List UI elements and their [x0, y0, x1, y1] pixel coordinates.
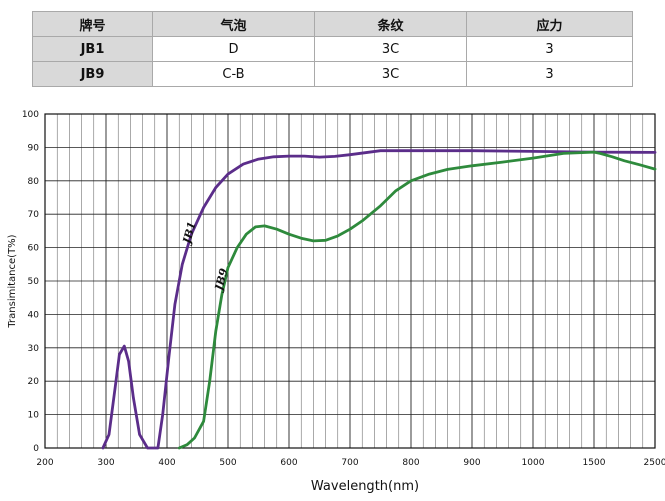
cell-grade: JB9 [32, 61, 153, 87]
x-axis-label: Wavelength(nm) [311, 479, 419, 494]
table-header-row: 牌号 气泡 条纹 应力 [32, 11, 633, 37]
table-row: JB9 C-B 3C 3 [32, 61, 633, 87]
y-tick-label: 80 [28, 177, 40, 187]
y-tick-label: 100 [22, 110, 39, 120]
y-axis-ticks: 0 10 20 30 40 50 60 70 80 90 100 [22, 110, 39, 454]
spec-table: 牌号 气泡 条纹 应力 JB1 D 3C 3 JB9 C-B 3C 3 [32, 11, 633, 87]
x-tick-label: 200 [36, 458, 53, 468]
x-tick-label: 900 [463, 458, 480, 468]
x-tick-label: 300 [97, 458, 114, 468]
y-axis-label: Transimitance(T%) [7, 234, 18, 328]
transmittance-chart: 0 10 20 30 40 50 60 70 80 90 100 200 300 400 500 600 70… [7, 110, 665, 494]
y-tick-label: 10 [28, 411, 40, 421]
header-stress: 应力 [466, 11, 633, 37]
x-tick-label: 2500 [644, 458, 665, 468]
x-axis-ticks: 200 300 400 500 600 700 800 900 1000 1500 2500 [36, 458, 665, 468]
series-label-jb1: JB1 [180, 220, 199, 247]
cell-striae: 3C [314, 61, 467, 87]
x-tick-label: 700 [341, 458, 358, 468]
y-tick-label: 60 [28, 244, 40, 254]
series-line-jb1 [101, 149, 657, 450]
cell-striae: 3C [314, 36, 467, 62]
y-tick-label: 20 [28, 377, 40, 387]
cell-stress: 3 [466, 61, 633, 87]
header-striae: 条纹 [314, 11, 467, 37]
y-tick-label: 0 [33, 444, 39, 454]
table-row: JB1 D 3C 3 [32, 36, 633, 62]
x-tick-label: 600 [280, 458, 297, 468]
x-tick-label: 800 [402, 458, 419, 468]
series-label-jb9: JB9 [212, 267, 231, 294]
y-tick-label: 90 [28, 143, 40, 153]
series-line-jb9 [177, 150, 657, 450]
plot-frame [44, 113, 656, 449]
x-tick-label: 1500 [583, 458, 606, 468]
cell-bubbles: C-B [152, 61, 315, 87]
y-tick-label: 70 [28, 210, 40, 220]
header-bubbles: 气泡 [152, 11, 315, 37]
chart-series [101, 149, 657, 450]
chart-grid [44, 113, 656, 449]
y-tick-label: 40 [28, 310, 40, 320]
x-tick-label: 400 [158, 458, 175, 468]
y-tick-label: 30 [28, 344, 40, 354]
cell-bubbles: D [152, 36, 315, 62]
cell-grade: JB1 [32, 36, 153, 62]
y-tick-label: 50 [28, 277, 40, 287]
header-grade: 牌号 [32, 11, 153, 37]
cell-stress: 3 [466, 36, 633, 62]
x-tick-label: 500 [219, 458, 236, 468]
x-tick-label: 1000 [522, 458, 545, 468]
